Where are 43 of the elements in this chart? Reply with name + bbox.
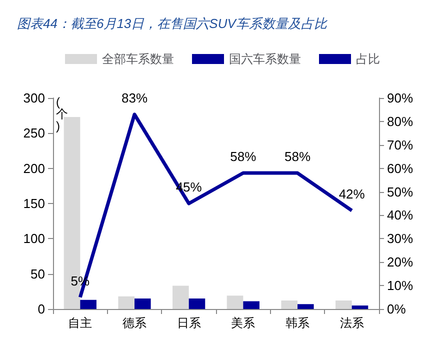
y2-tick-label: 90% [387, 90, 414, 106]
y2-tick-label: 20% [387, 254, 414, 270]
y2-tick-label: 10% [387, 278, 414, 294]
y2-tick-label: 60% [387, 160, 414, 176]
bar [336, 300, 352, 309]
data-label: 58% [284, 149, 311, 164]
y-tick-label: 0 [38, 302, 45, 316]
bar [80, 300, 96, 309]
bar [118, 296, 134, 309]
y2-tick-label: 50% [387, 184, 414, 200]
bar [226, 296, 244, 309]
x-tick-label: 韩系 [286, 316, 310, 330]
y-tick-label: 50 [30, 266, 45, 282]
y2-tick-label: 80% [387, 114, 414, 129]
bar [188, 298, 206, 309]
data-label: 58% [230, 149, 257, 164]
x-tick-label: 日系 [176, 316, 201, 330]
y2-tick-label: 70% [387, 137, 414, 152]
y2-tick-label: 30% [387, 231, 414, 246]
y2-tick-label: 0% [387, 302, 406, 316]
y-tick-label: 300 [23, 90, 45, 106]
y-tick-label: 100 [23, 231, 45, 246]
y2-tick-label: 40% [387, 208, 414, 223]
legend-label: 全部车系数量 [102, 52, 174, 66]
bar [172, 286, 189, 309]
y-tick-label: 150 [23, 196, 45, 211]
x-tick-label: 自主 [68, 316, 92, 330]
bar [298, 304, 314, 309]
x-tick-label: 德系 [122, 316, 146, 330]
legend-label: 国六车系数量 [229, 52, 301, 66]
data-label: 83% [121, 90, 148, 106]
x-tick-label: 美系 [231, 316, 256, 330]
chart-title: 图表44：截至6月13日，在售国六SUV车系数量及占比 [17, 16, 328, 31]
legend-label: 占比 [356, 52, 380, 66]
y-tick-label: 200 [23, 160, 45, 176]
x-tick-label: 法系 [340, 316, 364, 330]
y-tick-label: 250 [23, 126, 45, 141]
y-axis-title: (个) [56, 95, 68, 133]
bar [134, 298, 151, 309]
bar [281, 300, 298, 309]
bar [352, 305, 368, 309]
data-label: 42% [338, 186, 366, 202]
bar [243, 301, 260, 309]
